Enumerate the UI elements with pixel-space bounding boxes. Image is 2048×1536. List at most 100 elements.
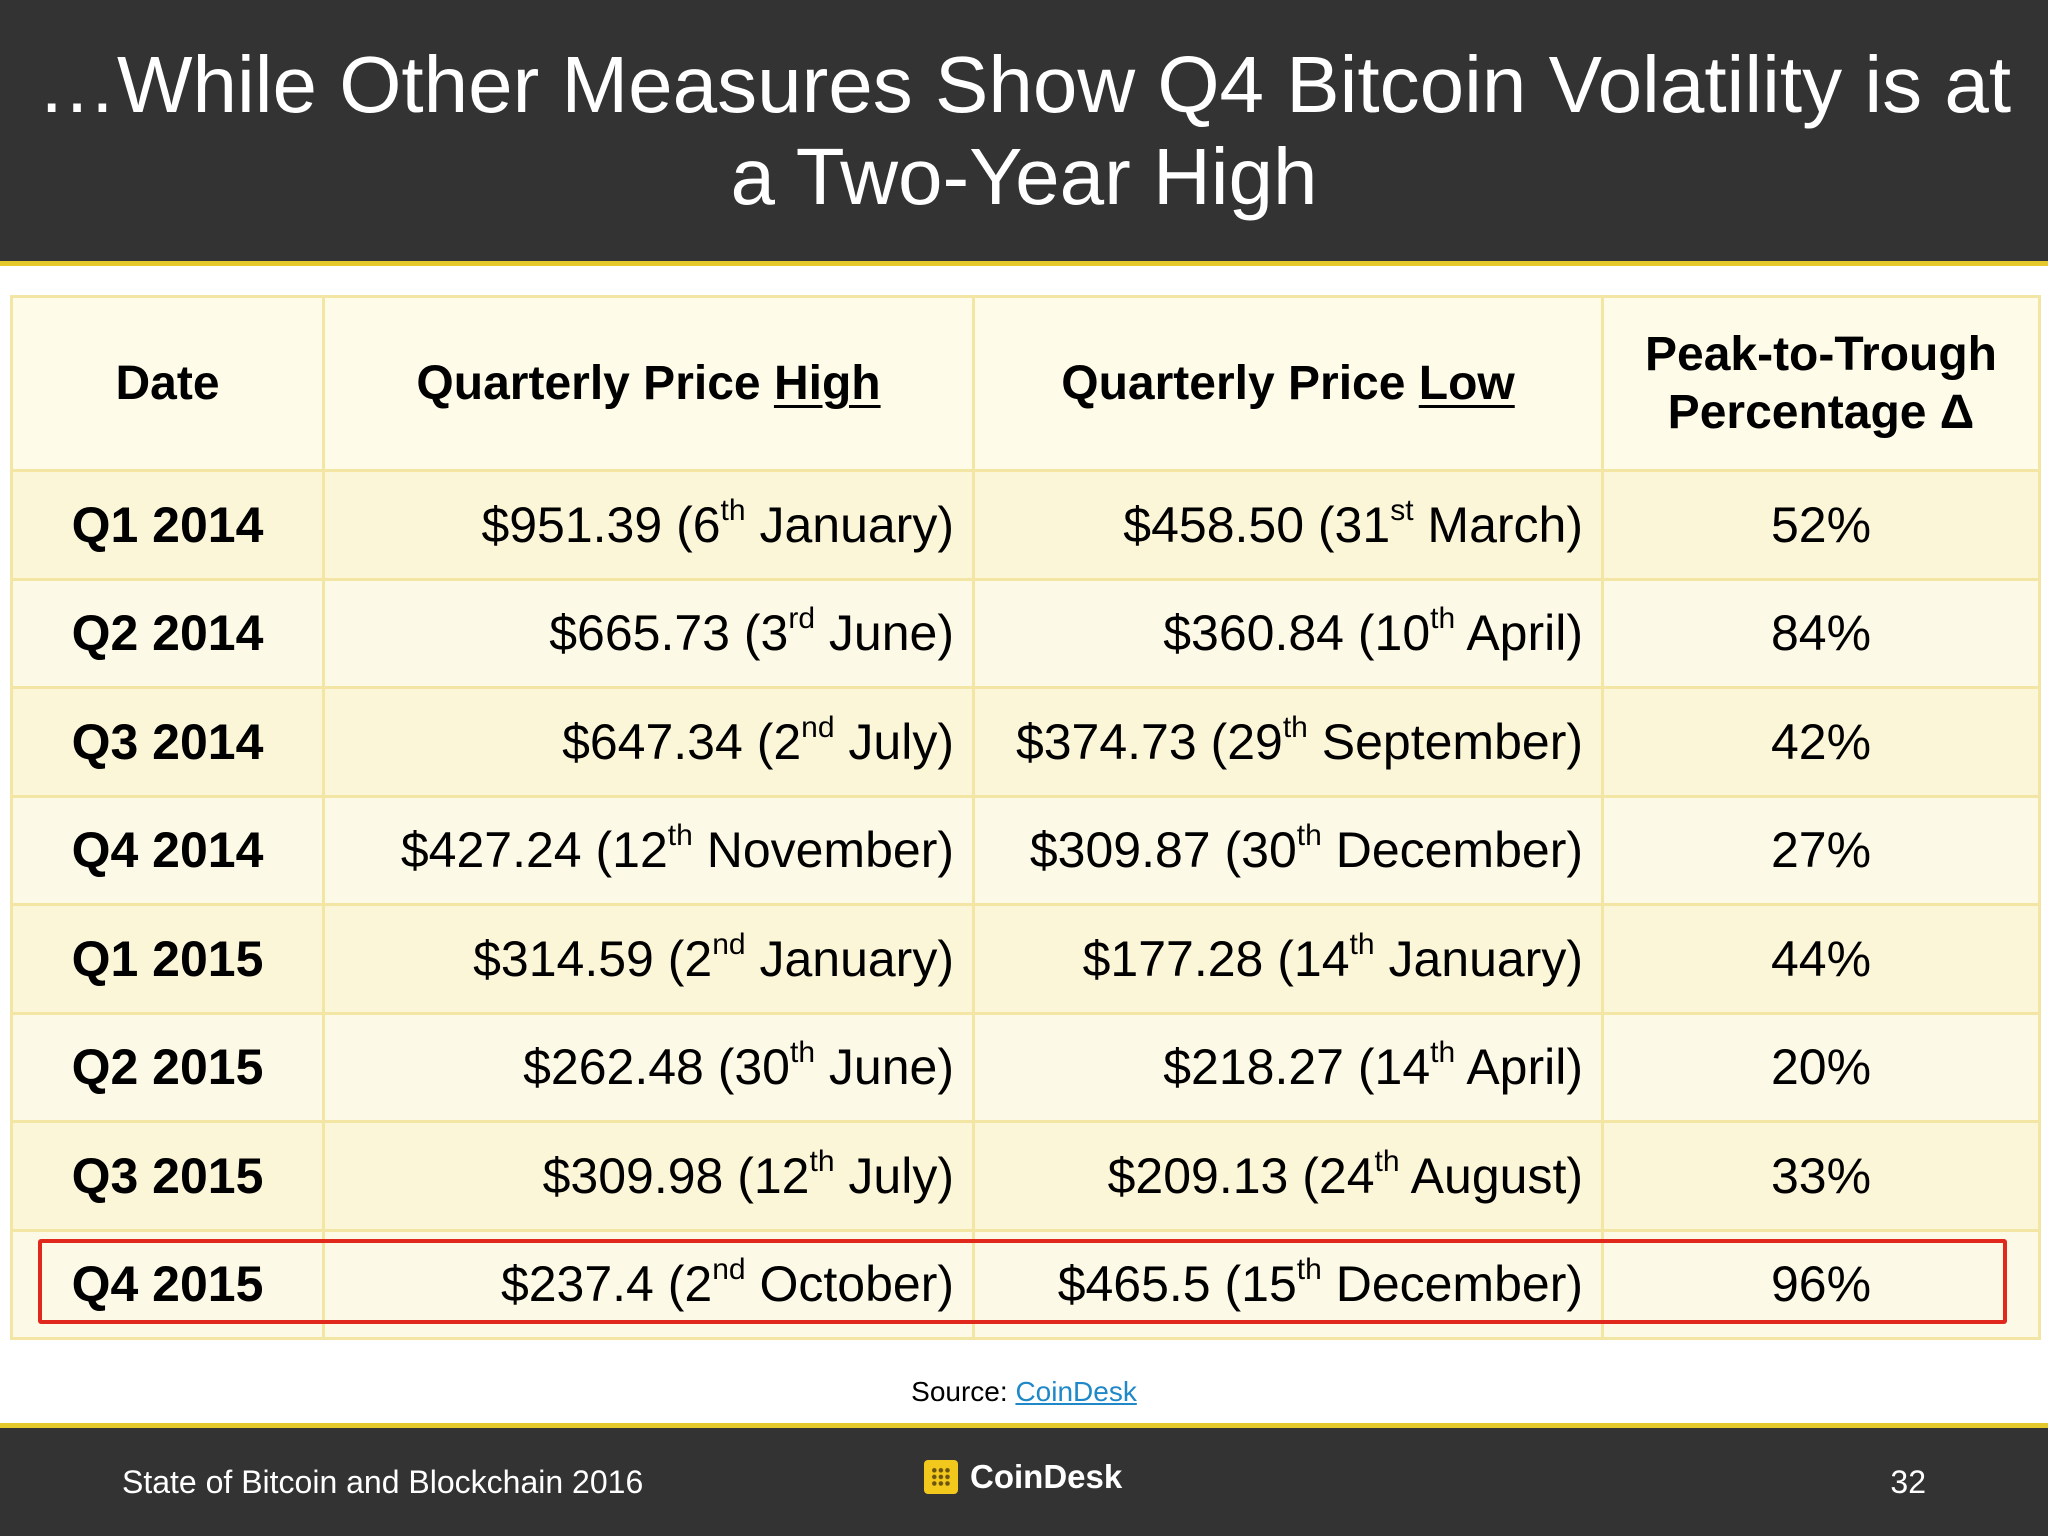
percentage-cell: 52% xyxy=(1601,469,2041,581)
price-low-cell: $458.50 (31st March) xyxy=(972,469,1604,581)
header-pct-line-1: Peak-to-Trough xyxy=(1644,327,1997,381)
footer-deck-title: State of Bitcoin and Blockchain 2016 xyxy=(122,1464,644,1500)
ordinal-suffix: th xyxy=(1349,927,1375,961)
ordinal-suffix: th xyxy=(1430,1036,1456,1070)
price-low-cell: $465.5 (15th December) xyxy=(972,1228,1604,1340)
ordinal-suffix: nd xyxy=(801,710,835,744)
price-low-month: March) xyxy=(1413,496,1583,553)
header-pct-line-2: Percentage Δ xyxy=(1667,385,1975,439)
price-low-value: $360.84 (10 xyxy=(1163,605,1431,662)
price-high-month: January) xyxy=(745,930,954,987)
table-row: Q3 2014 $647.34 (2nd July) $374.73 (29th… xyxy=(10,686,2041,798)
header-peak-to-trough: Peak-to-Trough Percentage Δ xyxy=(1601,295,2041,472)
ordinal-suffix: th xyxy=(667,819,693,853)
table-row: Q2 2014 $665.73 (3rd June) $360.84 (10th… xyxy=(10,577,2041,689)
ordinal-suffix: st xyxy=(1390,493,1414,527)
source-label: Source: xyxy=(911,1376,1016,1407)
table-row: Q1 2014 $951.39 (6th January) $458.50 (3… xyxy=(10,469,2041,581)
price-high-value: $314.59 (2 xyxy=(473,930,713,987)
price-high-cell: $665.73 (3rd June) xyxy=(322,577,975,689)
price-high-month: October) xyxy=(745,1256,954,1313)
price-high-month: November) xyxy=(692,822,954,879)
ordinal-suffix: rd xyxy=(788,602,816,636)
price-high-month: June) xyxy=(815,1039,954,1096)
ordinal-suffix: th xyxy=(1296,1253,1322,1287)
price-low-value: $209.13 (24 xyxy=(1107,1147,1375,1204)
table-row: Q2 2015 $262.48 (30th June) $218.27 (14t… xyxy=(10,1011,2041,1123)
price-low-month: December) xyxy=(1321,1256,1583,1313)
table-row: Q1 2015 $314.59 (2nd January) $177.28 (1… xyxy=(10,903,2041,1015)
price-high-value: $237.4 (2 xyxy=(500,1256,713,1313)
table-row-highlighted: Q4 2015 $237.4 (2nd October) $465.5 (15t… xyxy=(10,1228,2041,1340)
price-high-month: January) xyxy=(745,496,954,553)
price-high-month: June) xyxy=(815,605,954,662)
price-high-cell: $262.48 (30th June) xyxy=(322,1011,975,1123)
price-low-value: $177.28 (14 xyxy=(1082,930,1350,987)
quarter-cell: Q3 2015 xyxy=(10,1120,325,1232)
percentage-cell: 84% xyxy=(1601,577,2041,689)
header-low-prefix: Quarterly Price xyxy=(1061,356,1419,410)
price-low-value: $374.73 (29 xyxy=(1015,713,1283,770)
price-low-cell: $309.87 (30th December) xyxy=(972,794,1604,906)
price-high-value: $951.39 (6 xyxy=(481,496,721,553)
ordinal-suffix: th xyxy=(1374,1144,1400,1178)
title-line-1: …While Other Measures Show Q4 Bitcoin Vo… xyxy=(36,39,2012,129)
coindesk-logo-text: CoinDesk xyxy=(970,1458,1123,1495)
price-low-cell: $360.84 (10th April) xyxy=(972,577,1604,689)
volatility-table: Date Quarterly Price High Quarterly Pric… xyxy=(10,295,2041,1340)
coindesk-logo: CoinDesk xyxy=(924,1458,1122,1496)
price-high-month: July) xyxy=(834,713,954,770)
price-high-value: $647.34 (2 xyxy=(562,713,802,770)
percentage-cell: 44% xyxy=(1601,903,2041,1015)
header-high-prefix: Quarterly Price xyxy=(416,356,774,410)
price-high-month: July) xyxy=(834,1147,954,1204)
percentage-cell: 33% xyxy=(1601,1120,2041,1232)
price-low-month: April) xyxy=(1455,1039,1583,1096)
ordinal-suffix: nd xyxy=(712,1253,746,1287)
slide-footer: State of Bitcoin and Blockchain 2016 Coi… xyxy=(0,1423,2048,1536)
table-header-row: Date Quarterly Price High Quarterly Pric… xyxy=(10,295,2041,472)
quarter-cell: Q4 2015 xyxy=(10,1228,325,1340)
source-note: Source: CoinDesk xyxy=(0,1376,2048,1408)
title-line-2: a Two-Year High xyxy=(730,131,1318,221)
price-low-month: August) xyxy=(1399,1147,1583,1204)
volatility-table-container: Date Quarterly Price High Quarterly Pric… xyxy=(10,295,2041,1340)
price-high-cell: $647.34 (2nd July) xyxy=(322,686,975,798)
ordinal-suffix: th xyxy=(720,493,746,527)
percentage-cell: 96% xyxy=(1601,1228,2041,1340)
price-high-cell: $427.24 (12th November) xyxy=(322,794,975,906)
price-low-month: September) xyxy=(1307,713,1583,770)
quarter-cell: Q1 2014 xyxy=(10,469,325,581)
price-low-value: $465.5 (15 xyxy=(1057,1256,1297,1313)
quarter-cell: Q2 2015 xyxy=(10,1011,325,1123)
header-low-emph: Low xyxy=(1418,356,1515,410)
page-number: 32 xyxy=(1890,1464,1926,1500)
source-link[interactable]: CoinDesk xyxy=(1015,1376,1137,1407)
quarter-cell: Q2 2014 xyxy=(10,577,325,689)
percentage-cell: 20% xyxy=(1601,1011,2041,1123)
price-high-cell: $237.4 (2nd October) xyxy=(322,1228,975,1340)
ordinal-suffix: th xyxy=(790,1036,816,1070)
price-low-month: December) xyxy=(1321,822,1583,879)
header-quarterly-low: Quarterly Price Low xyxy=(972,295,1604,472)
price-low-cell: $177.28 (14th January) xyxy=(972,903,1604,1015)
ordinal-suffix: th xyxy=(1282,710,1308,744)
ordinal-suffix: th xyxy=(809,1144,835,1178)
price-high-value: $665.73 (3 xyxy=(549,605,789,662)
percentage-cell: 42% xyxy=(1601,686,2041,798)
percentage-cell: 27% xyxy=(1601,794,2041,906)
slide-title: …While Other Measures Show Q4 Bitcoin Vo… xyxy=(7,39,2041,223)
header-quarterly-high: Quarterly Price High xyxy=(322,295,975,472)
price-high-cell: $309.98 (12th July) xyxy=(322,1120,975,1232)
quarter-cell: Q4 2014 xyxy=(10,794,325,906)
header-high-emph: High xyxy=(773,356,881,410)
quarter-cell: Q1 2015 xyxy=(10,903,325,1015)
price-low-value: $218.27 (14 xyxy=(1163,1039,1431,1096)
price-low-cell: $374.73 (29th September) xyxy=(972,686,1604,798)
table-row: Q4 2014 $427.24 (12th November) $309.87 … xyxy=(10,794,2041,906)
ordinal-suffix: th xyxy=(1430,602,1456,636)
coindesk-mark-icon xyxy=(924,1460,958,1494)
ordinal-suffix: nd xyxy=(712,927,746,961)
price-low-month: April) xyxy=(1455,605,1583,662)
header-date: Date xyxy=(10,295,325,472)
